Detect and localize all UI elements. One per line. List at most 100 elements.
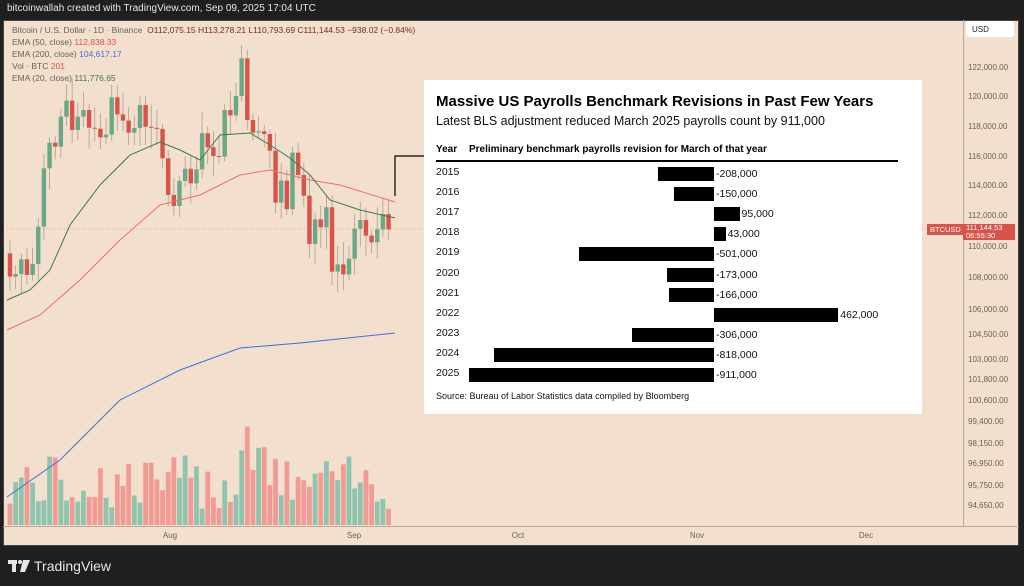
- revision-value-label: -173,000: [716, 268, 758, 281]
- volume-bar: [307, 486, 312, 525]
- volume-bar: [171, 457, 177, 525]
- tradingview-logo[interactable]: TradingView: [8, 558, 111, 574]
- chart-title: Massive US Payrolls Benchmark Revisions …: [436, 93, 874, 110]
- ema50-label: EMA (50, close): [12, 37, 72, 47]
- candle-body: [341, 264, 346, 275]
- candle-body: [149, 126, 154, 128]
- candle-body: [386, 214, 391, 230]
- volume-bar: [318, 472, 324, 525]
- year-label: 2017: [436, 206, 460, 219]
- last-price-label: 111,144.53 06:55:30: [963, 224, 1015, 240]
- year-label: 2015: [436, 166, 460, 178]
- price-tick-label: 104,500.00: [968, 330, 1009, 339]
- candle-body: [216, 156, 222, 158]
- volume-bar: [47, 456, 52, 525]
- volume-bar: [363, 470, 369, 525]
- volume-bar: [335, 480, 341, 525]
- revision-bar: [714, 227, 726, 242]
- ema50-value: 112,838.33: [74, 37, 117, 47]
- candle-body: [363, 219, 369, 236]
- candle-body: [199, 133, 205, 170]
- candle-body: [41, 168, 47, 227]
- volume-bar: [177, 477, 182, 525]
- time-tick-label: Nov: [689, 531, 705, 540]
- column-header-value: Preliminary benchmark payrolls revision …: [469, 144, 767, 155]
- volume-bar: [261, 447, 267, 525]
- revision-bar: [667, 267, 714, 282]
- header-rule: [436, 160, 898, 162]
- legend-volume[interactable]: Vol · BTC 201: [12, 60, 415, 72]
- price-tick-label: 103,000.00: [968, 355, 1009, 364]
- volume-bar: [92, 497, 98, 525]
- volume-bar: [30, 482, 35, 525]
- currency-button[interactable]: USD: [966, 21, 1014, 37]
- payrolls-revision-chart: Massive US Payrolls Benchmark Revisions …: [424, 80, 922, 414]
- volume-bar: [165, 472, 171, 525]
- legend-ema50[interactable]: EMA (50, close) 112,838.33: [12, 36, 415, 48]
- volume-bar: [126, 463, 132, 525]
- volume-bar: [329, 471, 335, 525]
- volume-bar: [131, 495, 137, 525]
- revision-value-label: -501,000: [716, 248, 758, 261]
- volume-bar: [81, 490, 86, 525]
- volume-bar: [222, 480, 228, 525]
- volume-bar: [256, 447, 261, 525]
- volume-bar: [154, 479, 160, 525]
- candle-body: [188, 168, 193, 184]
- volume-bar: [52, 457, 58, 525]
- time-axis[interactable]: [3, 526, 1019, 546]
- bar-countdown: 06:55:30: [966, 231, 996, 240]
- revision-value-label: -208,000: [716, 168, 758, 180]
- volume-bar: [35, 501, 41, 525]
- last-price: 111,144.53: [966, 223, 1003, 232]
- volume-bar: [188, 477, 194, 525]
- year-label: 2018: [436, 226, 460, 239]
- price-tick-label: 112,000.00: [968, 211, 1008, 220]
- revision-value-label: -150,000: [716, 188, 758, 201]
- candle-body: [120, 114, 126, 121]
- candle-body: [380, 214, 386, 230]
- candle-body: [166, 158, 171, 195]
- price-tick-label: 118,000.00: [968, 122, 1008, 131]
- revision-value-label: -166,000: [716, 288, 758, 301]
- year-label: 2023: [436, 326, 460, 339]
- price-tick-label: 101,800.00: [968, 375, 1009, 384]
- ema200-label: EMA (200, close): [12, 49, 77, 59]
- chart-source: Source: Bureau of Labor Statistics data …: [436, 391, 690, 401]
- price-axis[interactable]: [963, 20, 1019, 526]
- year-label: 2024: [436, 346, 460, 359]
- candle-body: [239, 58, 244, 97]
- candle-body: [273, 150, 278, 203]
- volume-bar: [216, 507, 222, 525]
- candle-body: [171, 194, 177, 206]
- candle-body: [53, 142, 58, 147]
- revision-bar: [469, 368, 714, 382]
- candle-body: [301, 174, 306, 196]
- ema200-line: [6, 332, 396, 498]
- volume-bar: [98, 468, 103, 525]
- volume-bar: [103, 497, 109, 525]
- legend-ema200[interactable]: EMA (200, close) 104,617.17: [12, 48, 415, 60]
- volume-bar: [340, 464, 346, 525]
- volume-bar: [267, 485, 273, 525]
- volume-bar: [233, 494, 239, 525]
- candle-body: [262, 131, 267, 135]
- revision-bar: [658, 167, 714, 181]
- volume-bar: [380, 498, 386, 525]
- candle-body: [267, 134, 273, 151]
- volume-bar: [120, 485, 126, 525]
- volume-bar: [244, 426, 250, 525]
- legend-ema20[interactable]: EMA (20, close) 111,776.65: [12, 72, 415, 84]
- candle-body: [69, 100, 75, 130]
- revision-value-label: -911,000: [716, 369, 757, 381]
- symbol-title[interactable]: Bitcoin / U.S. Dollar · 1D · Binance: [12, 25, 143, 35]
- chart-legend: Bitcoin / U.S. Dollar · 1D · Binance O11…: [12, 24, 415, 84]
- volume-bar: [346, 456, 352, 525]
- year-label: 2019: [436, 246, 460, 259]
- ema200-value: 104,617.17: [79, 49, 122, 59]
- price-tick-label: 98,150.00: [968, 439, 1004, 448]
- candle-body: [92, 127, 97, 129]
- candle-body: [352, 228, 357, 259]
- candle-body: [132, 128, 137, 133]
